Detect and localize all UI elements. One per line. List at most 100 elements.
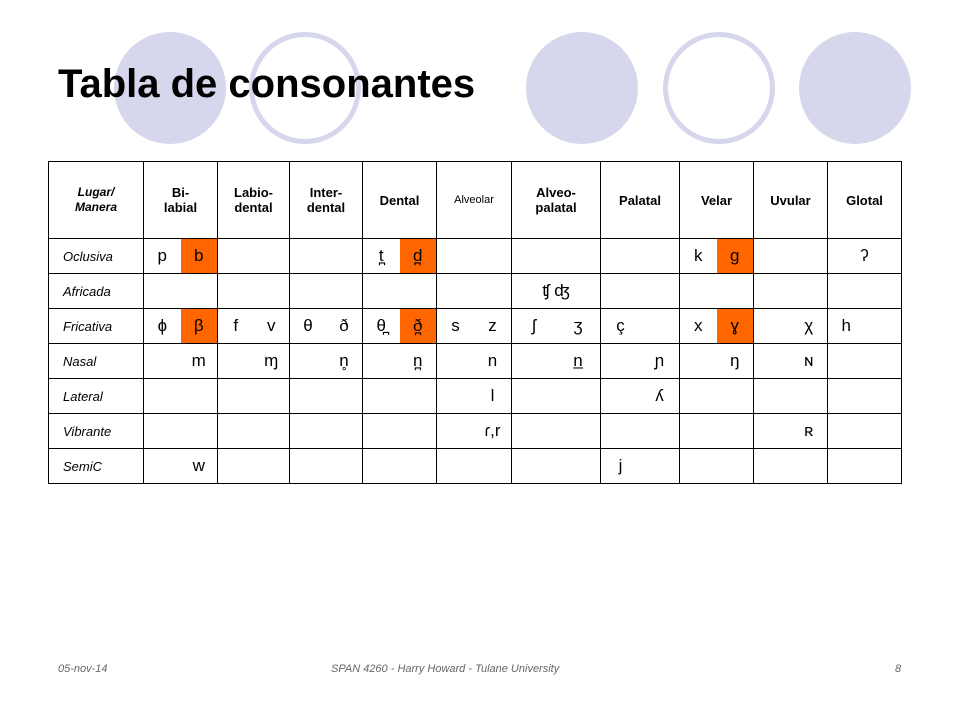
phoneme-voiced: g [716, 239, 753, 273]
phoneme-voiceless: s [451, 316, 460, 335]
footer-page: 8 [895, 663, 902, 675]
phoneme-voiced: d̪ [399, 239, 436, 273]
phoneme-voiceless: ʃ [532, 316, 536, 335]
phoneme-voiced: ʒ [573, 316, 583, 335]
phoneme-cell [827, 448, 902, 484]
table-row: Vibrante ɾ,r ʀ [48, 413, 902, 449]
phoneme-cell: ɴ [753, 343, 828, 379]
phoneme-voiceless [755, 415, 791, 448]
table-row: Fricativa ɸ β f v θ ð θ̪ ð̪ s z ʃ ʒ ç x ɣ χ h [48, 308, 902, 344]
phoneme-cell: n̪ [362, 343, 437, 379]
header-text: Uvular [770, 192, 811, 208]
phoneme-cell [289, 448, 363, 484]
phoneme-cell [289, 238, 363, 274]
phoneme-voiceless [145, 450, 181, 483]
table-header-cell: Velar [679, 161, 754, 239]
phoneme-cell [289, 273, 363, 309]
phoneme-voiced: ŋ [730, 351, 740, 370]
header-text: dental [234, 200, 273, 215]
phoneme-voiced: χ [804, 316, 814, 335]
header-text: Lugar/ [77, 185, 115, 199]
phoneme-cell [600, 238, 680, 274]
row-label: Fricativa [48, 308, 144, 344]
phoneme-voiced: m [191, 351, 206, 370]
phoneme-voiceless: t̪ [378, 246, 384, 265]
row-label: Lateral [48, 378, 144, 414]
phoneme-voiced: ɴ [804, 351, 814, 370]
header-text: labial [163, 200, 198, 215]
table-header-cell: Uvular [753, 161, 828, 239]
table-row: Nasal m ɱ n̥ n̪ n n̲ ɲ ŋ ɴ [48, 343, 902, 379]
phoneme-voiceless: θ̪ [376, 316, 386, 335]
phoneme-cell: w [143, 448, 218, 484]
phoneme-voiceless [438, 345, 475, 378]
phoneme-voiceless [602, 345, 641, 378]
phoneme-voiced: n̲ [573, 351, 583, 370]
phoneme-cell: n [436, 343, 512, 379]
phoneme-voiceless [145, 345, 181, 378]
phoneme-cell [217, 238, 290, 274]
phoneme-cell: θ̪ ð̪ [362, 308, 437, 344]
phoneme-cell [362, 273, 437, 309]
phoneme-cell [827, 273, 902, 309]
phoneme-cell [827, 343, 902, 379]
phoneme-cell [679, 378, 754, 414]
phoneme-cell: χ [753, 308, 828, 344]
phoneme-cell: ç [600, 308, 680, 344]
phoneme-voiceless: x [694, 316, 703, 335]
phoneme-voiced: w [192, 456, 205, 475]
header-text: Alveo- [536, 185, 576, 200]
table-row: Africada ʧ ʤ [48, 273, 902, 309]
table-row: Lateral l ʎ [48, 378, 902, 414]
phoneme-voiced: n [487, 351, 498, 370]
phoneme-voiced: n̪ [413, 351, 423, 370]
phoneme-cell [753, 448, 828, 484]
footer-date: 05-nov-14 [58, 663, 108, 675]
phoneme-cell [679, 273, 754, 309]
slide-title: Tabla de consonantes [58, 62, 476, 106]
decorative-circle [526, 32, 638, 144]
decorative-ring [663, 32, 775, 144]
phoneme-cell [679, 413, 754, 449]
header-text: Alveolar [454, 193, 494, 206]
phoneme-cell [827, 413, 902, 449]
table-header-cell: Glotal [827, 161, 902, 239]
phoneme-voiceless: h [841, 316, 851, 335]
phoneme-voiced: n̥ [339, 351, 349, 370]
phoneme-voiceless [513, 345, 557, 378]
header-text: palatal [535, 200, 577, 215]
phoneme-voiced: z [488, 316, 497, 335]
phoneme-voiceless [219, 345, 254, 378]
phoneme-voiceless: θ [303, 316, 313, 335]
phoneme-cell: n̲ [511, 343, 601, 379]
row-label: Vibrante [48, 413, 144, 449]
phoneme-cell: ɾ,r [436, 413, 512, 449]
table-header-cell: Dental [362, 161, 437, 239]
phoneme-voiceless: p [157, 246, 167, 265]
phoneme-cell: h [827, 308, 902, 344]
phoneme: ʔ [860, 246, 869, 265]
phoneme-cell [436, 273, 512, 309]
phoneme-cell: ŋ [679, 343, 754, 379]
decorative-circle [799, 32, 911, 144]
phoneme-voiced [865, 310, 901, 343]
phoneme-cell [217, 413, 290, 449]
phoneme-cell: ʔ [827, 238, 902, 274]
phoneme-voiceless [681, 345, 717, 378]
phoneme-cell [511, 238, 601, 274]
phoneme-cell: ɲ [600, 343, 680, 379]
header-text: Manera [74, 200, 118, 214]
phoneme-cell [362, 448, 437, 484]
phoneme-voiced: β [180, 309, 217, 343]
phoneme-cell [511, 378, 601, 414]
phoneme-cell [600, 273, 680, 309]
phoneme-cell: ʎ [600, 378, 680, 414]
table-header-cell: Palatal [600, 161, 680, 239]
table-header-cell: Inter-dental [289, 161, 363, 239]
phoneme-voiced: ð̪ [399, 309, 436, 343]
phoneme-cell: ɱ [217, 343, 290, 379]
